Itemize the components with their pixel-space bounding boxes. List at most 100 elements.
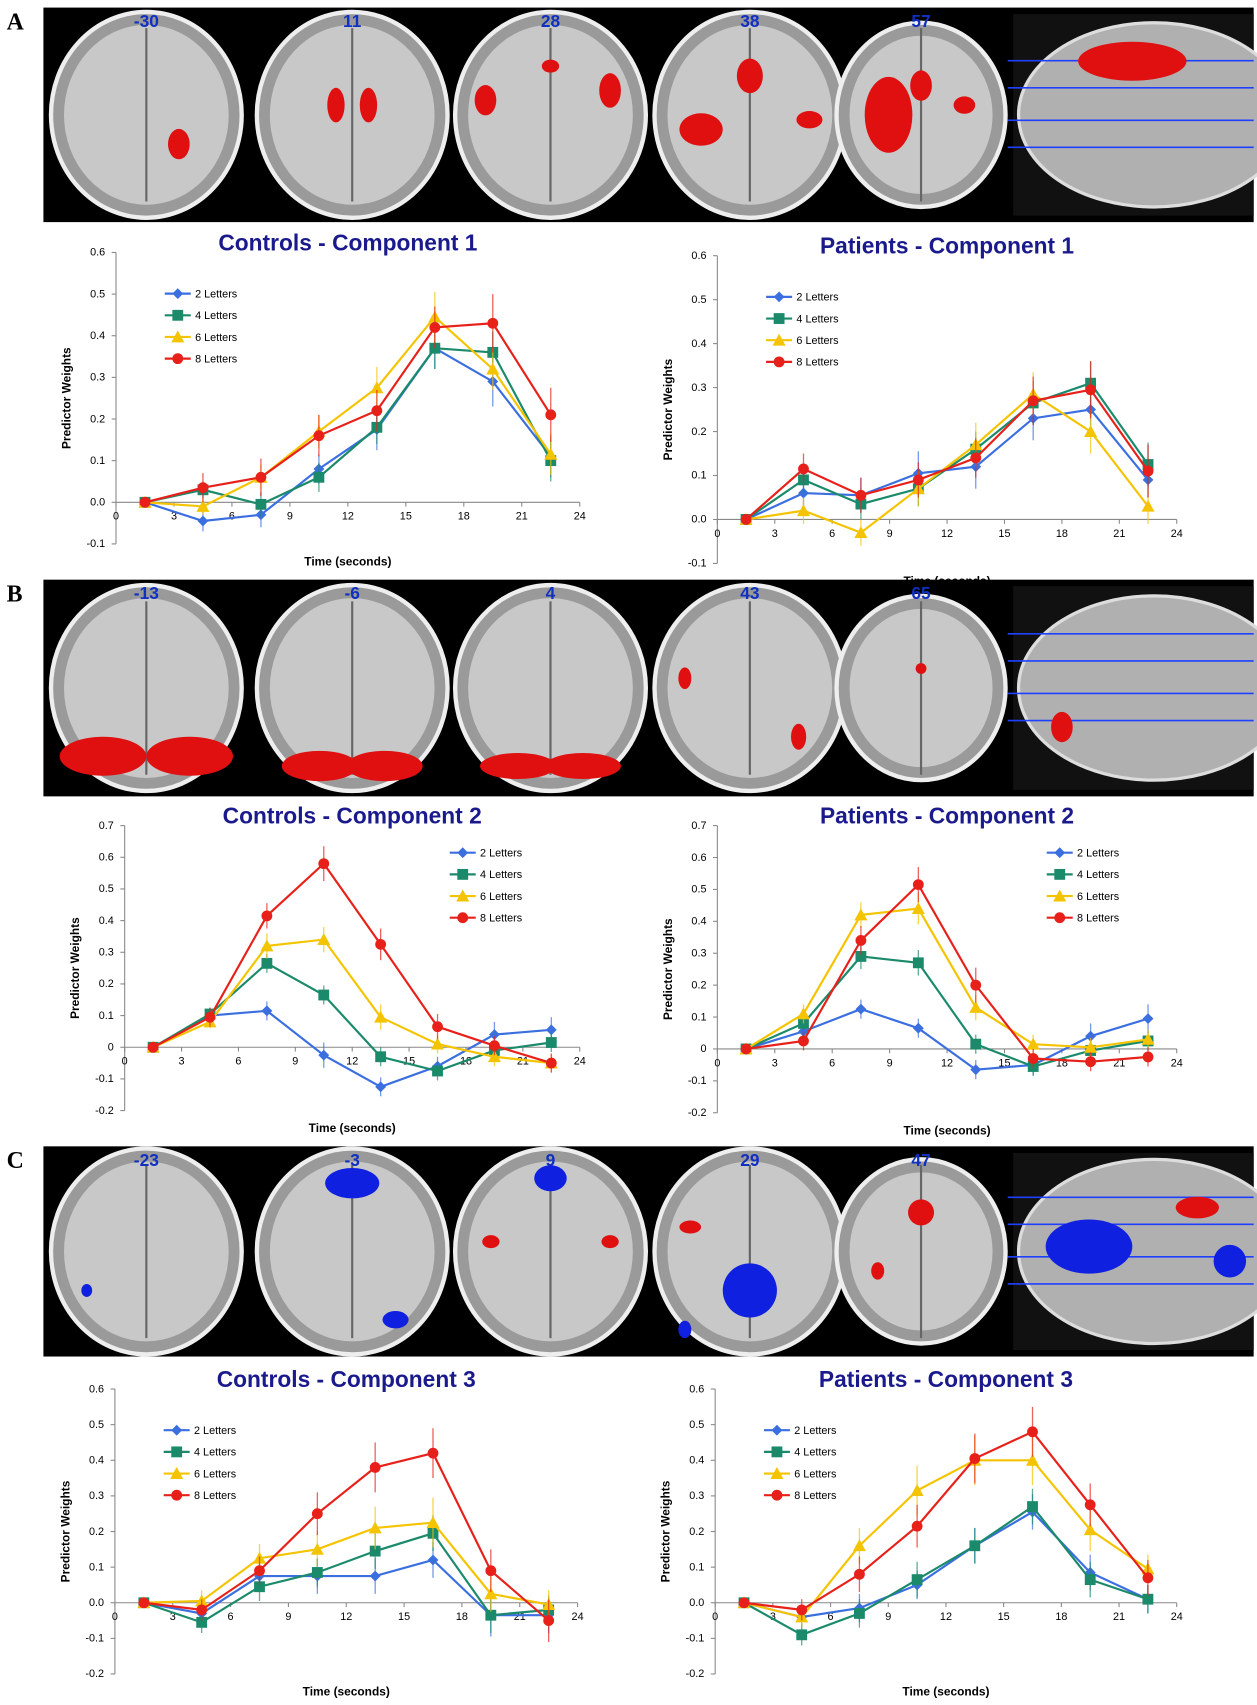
activation [347, 751, 423, 781]
y-tick-label: 0.6 [89, 1383, 104, 1395]
x-tick-label: 12 [941, 1057, 953, 1069]
x-tick-label: 15 [400, 511, 412, 523]
marker [138, 1597, 149, 1608]
activation [383, 1311, 409, 1328]
marker [148, 1042, 159, 1053]
y-tick-label: 0.7 [99, 820, 114, 832]
x-tick-label: 3 [772, 1057, 778, 1069]
marker [855, 490, 866, 501]
y-tick-label: 0.1 [89, 1561, 104, 1573]
x-tick-label: 24 [574, 511, 586, 523]
y-axis-label: Predictor Weights [661, 358, 675, 460]
activation [545, 753, 621, 779]
slice-number: 38 [740, 11, 760, 31]
y-tick-label: 0.3 [89, 1490, 104, 1502]
y-tick-label: -0.1 [95, 1073, 114, 1085]
activation [1051, 712, 1073, 742]
legend-label: 2 Letters [796, 292, 839, 304]
x-tick-label: 24 [574, 1056, 586, 1068]
y-tick-label: -0.1 [686, 1633, 705, 1645]
marker [318, 858, 329, 869]
activation [871, 1262, 884, 1279]
marker [313, 472, 324, 483]
activation [1046, 1219, 1133, 1273]
legend-label: 8 Letters [1077, 913, 1120, 925]
marker [431, 1038, 444, 1050]
x-axis-label: Time (seconds) [903, 1123, 990, 1137]
x-tick-label: 0 [113, 511, 119, 523]
x-tick-label: 12 [346, 1056, 358, 1068]
marker [913, 474, 924, 485]
activation [81, 1284, 92, 1297]
marker [196, 1604, 207, 1615]
y-tick-label: 0.6 [99, 852, 114, 864]
legend-marker [772, 1446, 783, 1457]
marker [970, 452, 981, 463]
x-tick-label: 9 [292, 1056, 298, 1068]
marker [798, 1036, 809, 1047]
y-tick-label: -0.1 [87, 538, 106, 550]
marker [1027, 1501, 1038, 1512]
marker [313, 430, 324, 441]
legend-label: 6 Letters [195, 332, 238, 344]
marker [739, 1597, 750, 1608]
activation [327, 88, 344, 123]
series-line [145, 317, 551, 506]
legend-label: 4 Letters [796, 313, 839, 325]
y-tick-label: 0.2 [90, 413, 105, 425]
legend-marker [774, 291, 785, 302]
y-tick-label: -0.1 [688, 1075, 707, 1087]
marker [375, 1051, 386, 1062]
marker [970, 1039, 981, 1050]
marker [1085, 1499, 1096, 1510]
x-tick-label: 9 [287, 511, 293, 523]
activation [168, 129, 190, 159]
y-tick-label: 0.0 [691, 514, 706, 526]
y-tick-label: 0.3 [689, 1490, 704, 1502]
x-tick-label: 6 [829, 528, 835, 540]
y-tick-label: 0.0 [89, 1597, 104, 1609]
marker [1143, 1051, 1154, 1062]
marker [855, 935, 866, 946]
marker [261, 958, 272, 969]
marker [796, 1604, 807, 1615]
marker [375, 1081, 386, 1092]
activation [534, 1165, 567, 1191]
y-axis-label: Predictor Weights [58, 1480, 72, 1582]
legend-marker [457, 847, 468, 858]
marker [741, 514, 752, 525]
x-tick-label: 21 [1113, 1611, 1125, 1623]
chart-title: Patients - Component 3 [819, 1366, 1073, 1392]
activation [1176, 1197, 1219, 1219]
legend-label: 6 Letters [1077, 891, 1120, 903]
chart-title: Patients - Component 2 [820, 802, 1074, 828]
panel-label: A [7, 9, 25, 35]
legend-label: 8 Letters [796, 357, 839, 369]
y-tick-label: 0.6 [691, 852, 706, 864]
y-tick-label: 0.4 [90, 330, 105, 342]
marker [1143, 466, 1154, 477]
x-tick-label: 12 [940, 1611, 952, 1623]
y-tick-label: 0.0 [689, 1597, 704, 1609]
slice-number: -3 [344, 1150, 360, 1170]
chart-title: Patients - Component 1 [820, 233, 1074, 259]
x-tick-label: 9 [887, 1057, 893, 1069]
x-tick-label: 24 [572, 1611, 584, 1623]
marker [205, 1012, 216, 1023]
marker [797, 1007, 810, 1019]
activation [737, 59, 763, 94]
activation [910, 70, 932, 100]
marker [256, 472, 267, 483]
marker [370, 1462, 381, 1473]
x-tick-label: 0 [714, 1057, 720, 1069]
slice-number: -30 [134, 11, 159, 31]
panel-label: C [7, 1148, 24, 1174]
slice-number: 11 [343, 11, 362, 31]
legend-marker [457, 869, 468, 880]
series-line [744, 1460, 1148, 1617]
activation [542, 60, 559, 73]
marker [312, 1508, 323, 1519]
x-tick-label: 15 [998, 1611, 1010, 1623]
y-tick-label: -0.2 [688, 1107, 707, 1119]
slice-number: -13 [134, 583, 159, 603]
